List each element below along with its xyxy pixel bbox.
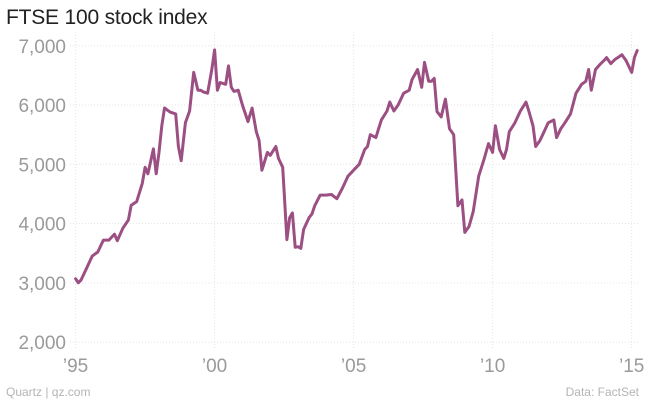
y-tick-label: 7,000 xyxy=(18,37,66,58)
y-tick-label: 5,000 xyxy=(18,155,66,176)
x-tick-label: ’10 xyxy=(480,356,505,377)
chart-title: FTSE 100 stock index xyxy=(6,6,208,29)
y-tick-label: 6,000 xyxy=(18,96,66,117)
x-tick-label: ’00 xyxy=(202,356,227,377)
y-tick-label: 2,000 xyxy=(18,333,66,354)
footer-source: Data: FactSet xyxy=(565,385,639,399)
series-lines xyxy=(74,48,639,285)
y-tick-label: 3,000 xyxy=(18,274,66,295)
x-tick-label: ’15 xyxy=(619,356,644,377)
x-axis-tick-labels: ’95 ’00 ’05 ’10 ’15 xyxy=(63,356,644,377)
x-tick-label: ’95 xyxy=(63,356,88,377)
y-axis-tick-labels: 2,000 3,000 4,000 5,000 6,000 7,000 xyxy=(18,37,66,354)
footer-credit: Quartz | qz.com xyxy=(6,385,91,399)
y-tick-label: 4,000 xyxy=(18,215,66,236)
series-line-0 xyxy=(74,48,639,285)
x-tick-label: ’05 xyxy=(341,356,366,377)
gridlines xyxy=(70,32,640,348)
